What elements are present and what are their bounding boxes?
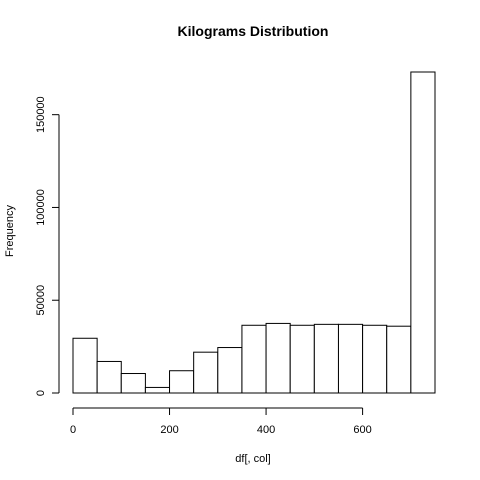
y-axis-ticks: 0 50000 100000 150000 — [35, 96, 59, 396]
y-tick-label-0: 0 — [35, 390, 47, 396]
histogram-bar-4 — [169, 370, 195, 394]
histogram-bar-1 — [96, 360, 122, 394]
x-axis-ticks: 0 200 400 600 — [70, 408, 372, 436]
histogram-bar-7 — [241, 324, 267, 394]
x-tick-label-0: 0 — [70, 424, 76, 436]
x-tick-label-3: 600 — [353, 424, 371, 436]
x-axis-label: df[, col] — [235, 453, 270, 465]
histogram-bar-13 — [386, 325, 412, 394]
y-axis-label: Frequency — [4, 205, 16, 257]
x-tick-label-2: 400 — [257, 424, 275, 436]
histogram-bar-6 — [217, 347, 243, 394]
y-tick-label-3: 150000 — [35, 96, 47, 133]
histogram-bar-14 — [410, 71, 436, 394]
x-tick-label-1: 200 — [160, 424, 178, 436]
histogram-bar-0 — [72, 337, 98, 394]
y-tick-label-1: 50000 — [35, 285, 47, 316]
histogram-bar-2 — [120, 373, 146, 394]
histogram-bar-5 — [193, 351, 219, 394]
histogram-bar-12 — [362, 324, 388, 394]
chart-title: Kilograms Distribution — [178, 23, 329, 39]
histogram-bar-11 — [337, 323, 364, 394]
histogram-bar-10 — [313, 323, 339, 394]
histogram-bar-8 — [265, 322, 291, 394]
histogram-bar-3 — [144, 386, 171, 394]
histogram-bar-9 — [289, 324, 315, 394]
histogram-bars — [72, 71, 436, 394]
y-tick-label-2: 100000 — [35, 189, 47, 226]
